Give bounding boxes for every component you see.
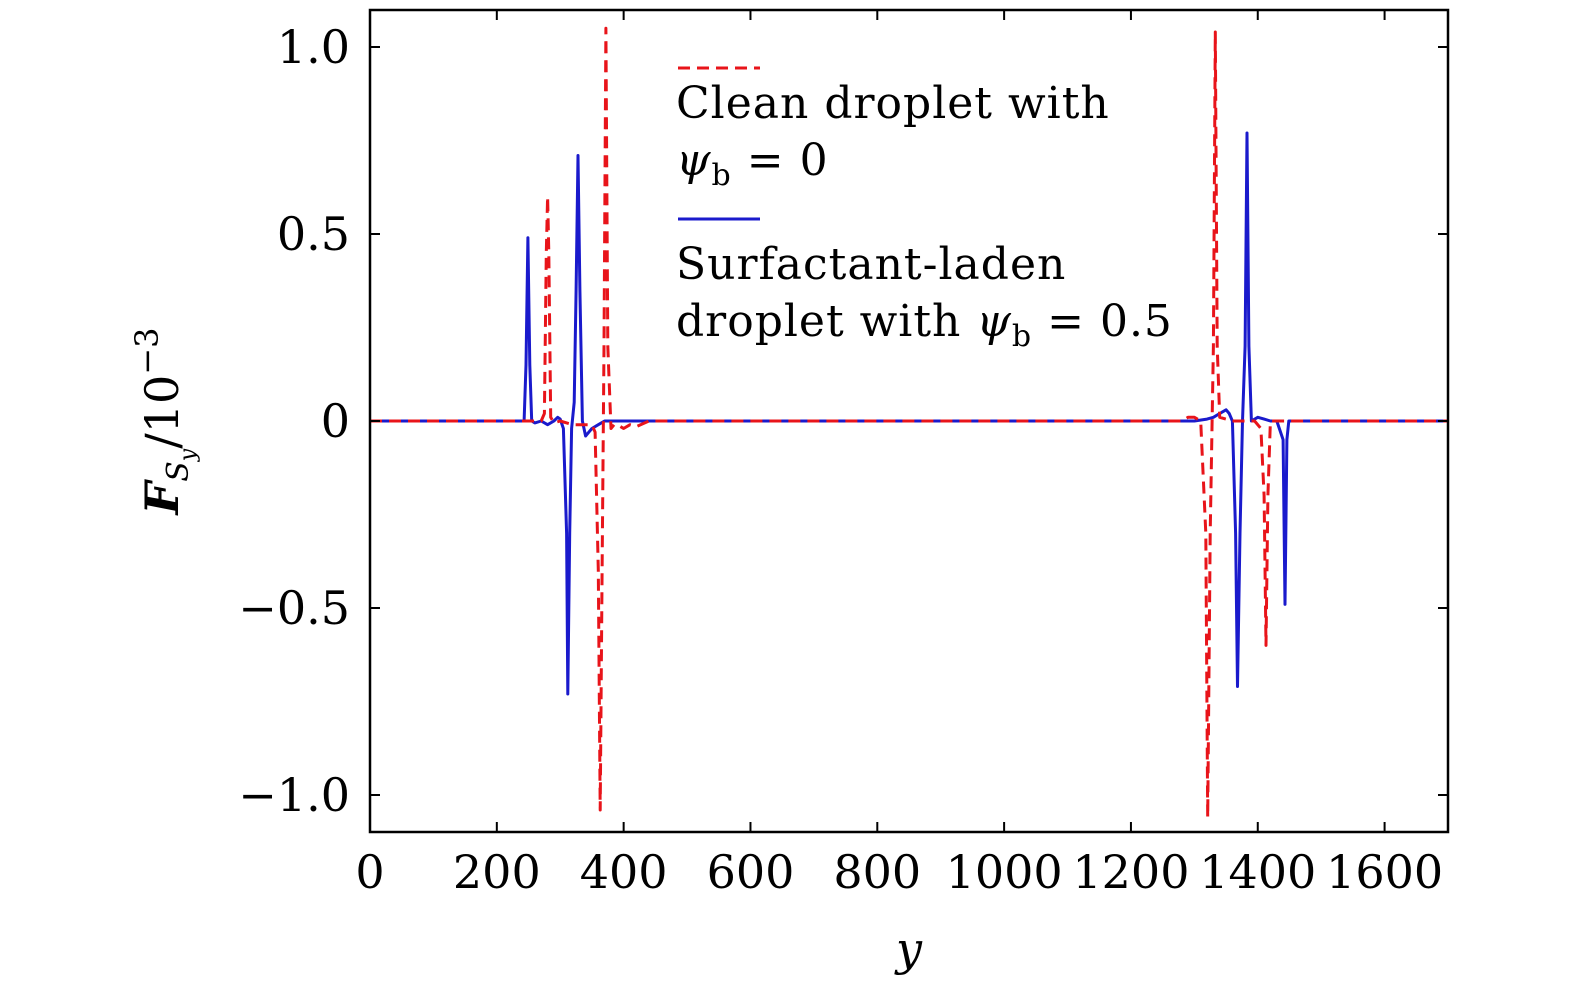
legend-entry-surfactant: Surfactant-laden droplet with ψb = 0.5 <box>676 217 1173 354</box>
y-axis-label: FSy/10−3 <box>128 328 201 517</box>
x-tick-label: 1200 <box>1072 845 1189 899</box>
x-tick-label: 1600 <box>1326 845 1443 899</box>
y-tick-label: 0.5 <box>277 207 350 261</box>
svg-text:FSy/10−3: FSy/10−3 <box>128 328 201 517</box>
x-tick-label: 800 <box>833 845 921 899</box>
legend-entry-clean: Clean droplet with ψb = 0 <box>676 66 1110 193</box>
legend: Clean droplet with ψb = 0 Surfactant-laden… <box>676 66 1173 354</box>
y-label-suffix: /10 <box>135 375 189 449</box>
y-tick-label: 0 <box>321 394 350 448</box>
legend-label: Surfactant-laden <box>676 239 1066 290</box>
x-axis-label: y <box>894 922 923 976</box>
x-tick-label: 400 <box>580 845 668 899</box>
x-tick-label: 0 <box>355 845 384 899</box>
x-tick-label: 200 <box>453 845 541 899</box>
legend-label: droplet with ψb = 0.5 <box>676 296 1173 354</box>
legend-label: ψb = 0 <box>676 135 829 193</box>
series-line-clean <box>370 26 1448 819</box>
x-axis-ticks: 0 200 400 600 800 1000 1200 1400 1600 <box>355 10 1443 899</box>
x-tick-label: 1400 <box>1199 845 1316 899</box>
y-label-subsub: y <box>176 448 201 462</box>
y-tick-label: −1.0 <box>238 768 350 822</box>
x-tick-label: 1000 <box>946 845 1063 899</box>
y-label-sub: S <box>161 461 196 482</box>
series-line-surfactant <box>370 131 1448 696</box>
y-tick-label: −0.5 <box>238 581 350 635</box>
y-tick-label: 1.0 <box>277 20 350 74</box>
x-tick-label: 600 <box>707 845 795 899</box>
y-axis-ticks: −1.0 −0.5 0 0.5 1.0 <box>238 20 1448 822</box>
legend-label: Clean droplet with <box>676 78 1110 129</box>
series-layer <box>370 26 1448 819</box>
y-label-exponent: −3 <box>128 328 166 375</box>
y-label-main: F <box>135 478 189 516</box>
